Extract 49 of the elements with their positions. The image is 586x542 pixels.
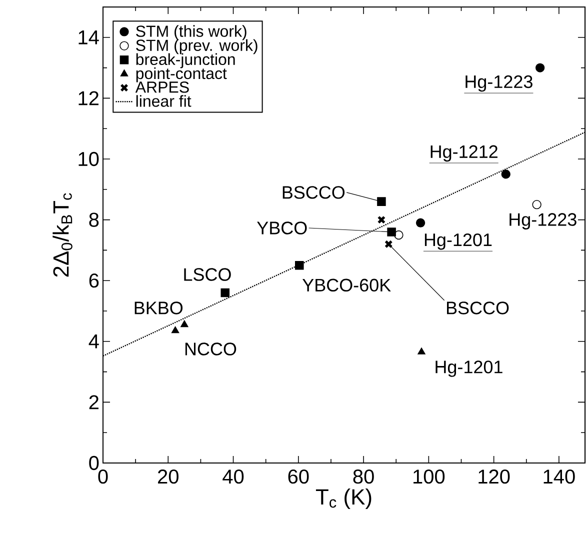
- y-axis-title: 2Δ$_{0}$/k$_{B}$T$_{c}$: [52, 193, 72, 277]
- annotation: YBCO: [257, 222, 307, 234]
- point: [387, 228, 396, 236]
- annotation: LSCO: [184, 268, 231, 281]
- point: [384, 240, 393, 248]
- point: [180, 320, 188, 328]
- x-tick-label: 120: [478, 470, 510, 484]
- x-tick-label: 60: [288, 470, 309, 484]
- point: [295, 261, 304, 270]
- annotation: Hg-1223: [466, 75, 532, 92]
- legend-label: STM (prev. work): [136, 39, 258, 54]
- x-tick-label: 40: [222, 470, 244, 484]
- x-tick-label: 0: [98, 470, 108, 484]
- annotation: Hg-1223: [510, 213, 576, 230]
- x-tick-label: 20: [158, 470, 178, 484]
- point: [416, 218, 426, 228]
- y-tick-label: 14: [78, 30, 99, 44]
- y-tick-label: 12: [78, 91, 98, 106]
- annotation: BSCCO: [282, 186, 345, 199]
- point: [418, 348, 426, 354]
- point: [220, 288, 230, 298]
- annotation: YBCO-60K: [302, 278, 391, 292]
- legend-label: STM (this work): [136, 25, 246, 40]
- legend-label: point-contact: [136, 67, 227, 82]
- x-tick-label: 80: [353, 470, 374, 484]
- x-axis-title: T$_{c}$ (K): [316, 488, 372, 510]
- y-tick-label: 4: [88, 334, 99, 348]
- x-tick-label: 140: [544, 470, 575, 484]
- y-tick-label: 2: [89, 395, 98, 410]
- annotation: Hg-1201: [424, 233, 492, 250]
- point: [171, 326, 180, 334]
- legend-label: linear fit: [136, 95, 192, 107]
- legend-label: ARPES: [135, 81, 189, 93]
- annotation: BKBO: [134, 302, 183, 314]
- point: [377, 216, 386, 224]
- annotation: Hg-1201: [436, 360, 502, 377]
- point: [501, 170, 510, 179]
- y-tick-label: 0: [89, 456, 99, 470]
- x-tick-label: 100: [414, 470, 445, 484]
- annotation: BSCCO: [447, 302, 509, 314]
- legend-label: break-junction: [136, 53, 235, 68]
- y-tick-label: 6: [89, 274, 99, 288]
- y-tick-label: 10: [78, 152, 99, 166]
- point: [535, 63, 545, 72]
- annotation: NCCO: [185, 342, 236, 356]
- point: [377, 197, 386, 206]
- y-tick-label: 8: [89, 212, 99, 227]
- annotation: Hg-1212: [430, 145, 498, 162]
- point: [532, 200, 542, 210]
